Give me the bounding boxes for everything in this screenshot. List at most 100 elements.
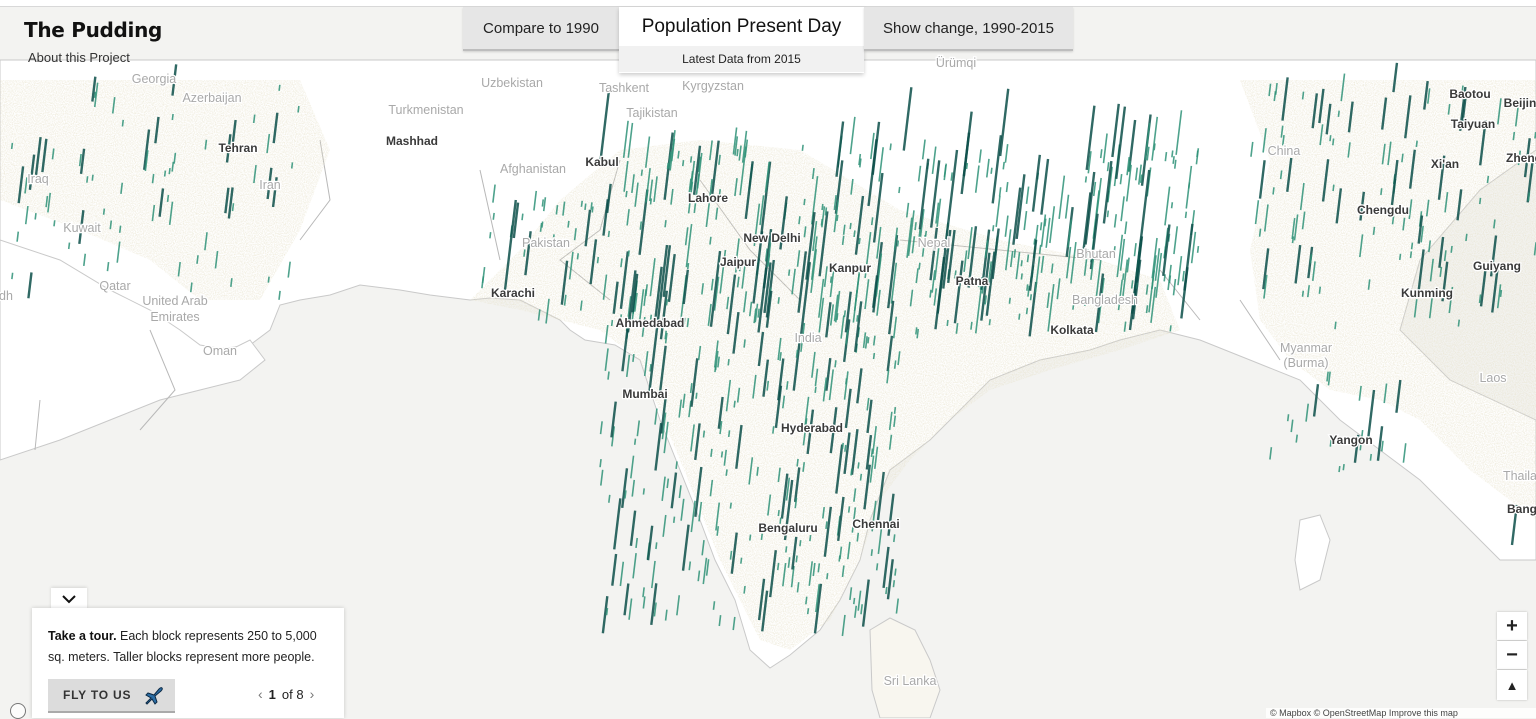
population-spike	[812, 220, 818, 252]
population-spike	[639, 221, 643, 230]
population-spike	[853, 301, 863, 353]
population-spike	[694, 423, 701, 461]
population-spike	[866, 399, 873, 434]
prev-arrow-icon[interactable]: ‹	[258, 686, 263, 702]
population-spike	[895, 598, 900, 614]
population-spike	[1404, 95, 1412, 139]
population-spike	[785, 381, 789, 390]
population-spike	[1094, 260, 1102, 305]
population-spike	[1113, 214, 1117, 228]
land-sri-lanka	[869, 617, 941, 718]
population-spike	[740, 557, 743, 564]
tour-collapse-button[interactable]	[51, 588, 87, 610]
population-spike	[53, 220, 56, 227]
population-spike	[665, 299, 669, 306]
population-spike	[796, 458, 799, 467]
population-spike	[1106, 210, 1110, 218]
population-spike	[741, 130, 748, 163]
about-link[interactable]: About this Project	[28, 50, 130, 65]
population-spike	[1347, 142, 1351, 158]
population-spike	[888, 434, 893, 450]
population-spike	[898, 186, 901, 194]
population-spike	[825, 521, 828, 530]
population-spike	[643, 289, 647, 306]
population-spike	[1342, 463, 1345, 471]
population-spike	[785, 477, 791, 501]
population-spike	[909, 289, 914, 307]
population-spike	[521, 213, 524, 221]
zoom-in-button[interactable]: +	[1497, 612, 1527, 640]
population-spike	[777, 467, 781, 483]
population-spike	[701, 540, 705, 556]
population-spike	[121, 119, 125, 127]
population-spike	[965, 162, 969, 170]
tab-show-change[interactable]: Show change, 1990-2015	[864, 7, 1073, 51]
population-spike	[753, 203, 761, 247]
population-spike	[1269, 447, 1273, 460]
population-spike	[144, 150, 149, 172]
population-spike	[1325, 103, 1332, 135]
population-spike	[154, 116, 160, 144]
land-arabia	[0, 239, 266, 461]
population-spike	[682, 269, 690, 305]
population-spike	[1514, 102, 1520, 127]
population-spike	[1413, 299, 1418, 318]
population-spike	[1049, 206, 1056, 244]
population-spike	[1291, 217, 1296, 240]
population-spike	[689, 383, 693, 394]
population-spike	[1294, 244, 1302, 284]
fly-to-us-button[interactable]: FLY TO US	[48, 679, 175, 713]
population-spike	[663, 421, 669, 454]
population-spike	[1013, 249, 1017, 258]
population-spike	[171, 113, 174, 121]
tab-compare-1990[interactable]: Compare to 1990	[463, 7, 619, 51]
population-spike	[727, 430, 731, 438]
population-spike	[204, 232, 208, 251]
mapbox-logo-icon[interactable]	[10, 703, 26, 719]
population-spike	[1460, 95, 1467, 128]
population-spike	[86, 176, 89, 183]
population-spike	[659, 290, 669, 340]
tab-population-present[interactable]: Population Present Day Latest Data from …	[619, 7, 864, 73]
population-spike	[630, 455, 635, 479]
population-spike	[992, 225, 995, 232]
population-spike	[853, 230, 856, 238]
compass-button[interactable]: ▲	[1497, 670, 1527, 700]
zoom-out-button[interactable]: −	[1497, 641, 1527, 669]
population-spike	[705, 179, 713, 228]
population-spike	[719, 249, 727, 294]
population-spike	[869, 455, 875, 483]
population-spike	[915, 327, 918, 335]
view-tabs: Compare to 1990 Population Present Day L…	[463, 7, 1073, 73]
city-label-karachi: Karachi	[491, 286, 535, 300]
population-spike	[777, 337, 782, 361]
population-spike	[726, 274, 737, 335]
population-spike	[642, 596, 646, 609]
place-label-burma: (Burma)	[1283, 356, 1328, 370]
tour-bold: Take a tour.	[48, 629, 117, 643]
population-spike	[688, 178, 692, 193]
population-spike	[610, 401, 617, 438]
population-spike	[1155, 252, 1163, 298]
next-arrow-icon[interactable]: ›	[309, 686, 315, 702]
population-spike	[893, 227, 899, 250]
population-spike	[886, 335, 894, 372]
population-spike	[890, 262, 898, 304]
population-spike	[1107, 166, 1113, 203]
population-spike	[917, 228, 922, 244]
population-spike	[106, 261, 110, 272]
population-spike	[893, 534, 896, 543]
population-spike	[1190, 231, 1197, 264]
population-spike	[718, 189, 721, 196]
population-spike	[1263, 274, 1268, 299]
population-spike	[682, 393, 686, 409]
population-spike	[1458, 86, 1467, 131]
population-spike	[886, 369, 890, 384]
population-spike	[1392, 62, 1399, 93]
population-spike	[619, 314, 623, 326]
map-attribution[interactable]: © Mapbox © OpenStreetMap Improve this ma…	[1266, 708, 1536, 718]
population-spike	[888, 411, 893, 431]
brand-title[interactable]: The Pudding	[24, 18, 163, 42]
population-spike	[1122, 273, 1125, 281]
